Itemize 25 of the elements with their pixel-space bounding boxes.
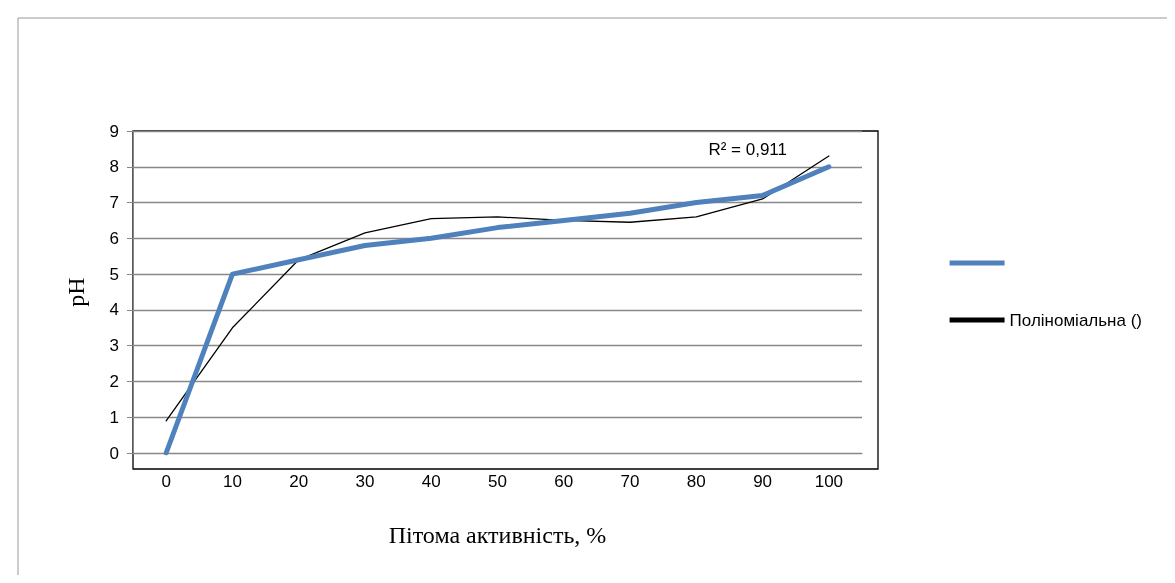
- annotation: R² = 0,911: [708, 140, 787, 159]
- y-tick-label: 4: [109, 300, 119, 320]
- x-tick-label: 0: [161, 472, 171, 491]
- y-tick-label: 3: [109, 336, 119, 356]
- x-tick-label: 100: [814, 472, 844, 491]
- x-axis-title: Пітома активність, %: [388, 522, 607, 548]
- x-tick-label: 90: [753, 472, 773, 491]
- y-tick-label: 2: [109, 371, 119, 391]
- y-tick-label: 9: [109, 121, 119, 141]
- y-tick-label: 8: [109, 157, 119, 177]
- x-tick-label: 60: [554, 472, 574, 491]
- x-tick-label: 50: [488, 472, 507, 491]
- y-tick-label: 1: [109, 407, 119, 427]
- y-tick-label: 7: [109, 193, 119, 213]
- x-tick-label: 20: [289, 472, 309, 491]
- x-tick-label: 80: [686, 472, 706, 491]
- y-tick-label: 0: [109, 443, 119, 463]
- x-tick-label: 40: [421, 472, 441, 491]
- x-tick-label: 10: [222, 472, 242, 491]
- x-tick-label: 70: [620, 472, 640, 491]
- x-tick-label: 30: [355, 472, 375, 491]
- y-axis-title: pH: [63, 277, 89, 307]
- y-tick-label: 6: [109, 228, 119, 248]
- y-tick-label: 5: [109, 264, 119, 284]
- legend-label: Поліноміальна (): [1009, 310, 1143, 330]
